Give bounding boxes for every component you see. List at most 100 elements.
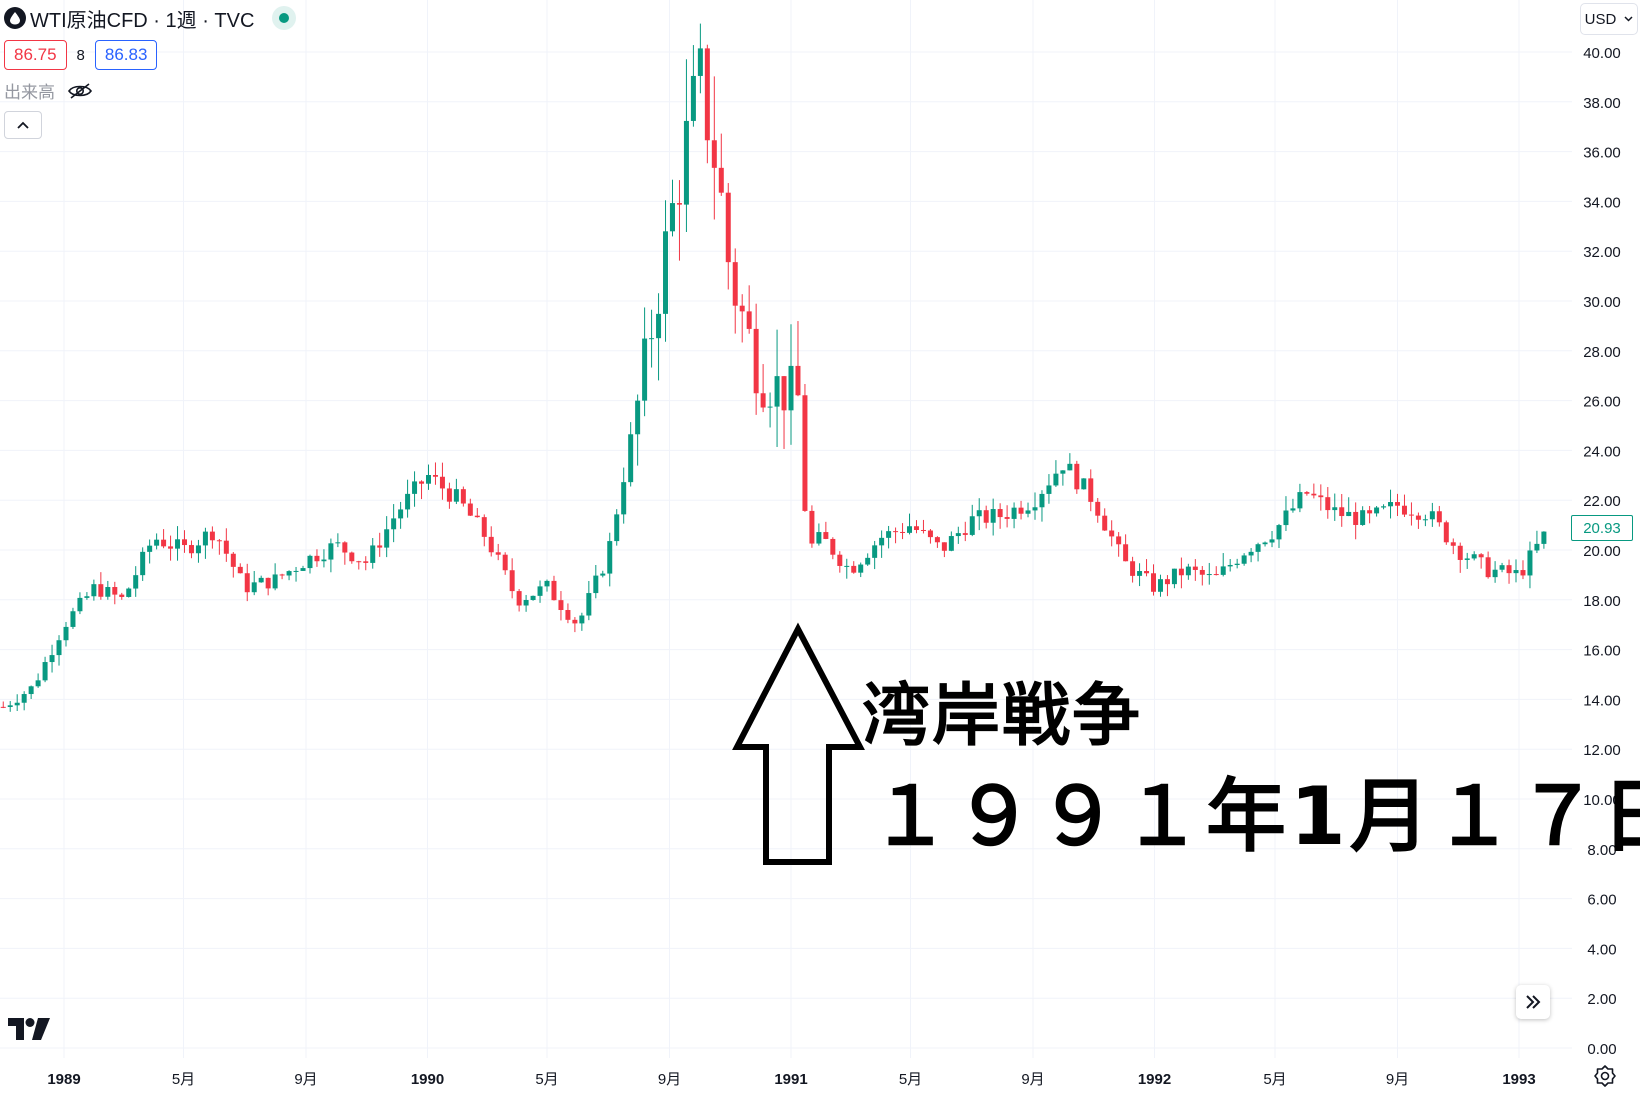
candle-body [1304,492,1309,494]
candle-body [782,376,787,410]
candle-body [635,401,640,435]
candle-body [384,529,389,547]
candle-body [545,581,550,586]
candle-body [224,541,229,554]
candle-body [1381,506,1386,507]
y-tick-label: 18.00 [1583,593,1621,610]
ask-price[interactable]: 86.83 [95,40,158,70]
y-tick-label: 20.00 [1583,543,1621,560]
candle-body [419,481,424,483]
tradingview-logo[interactable] [8,1018,50,1045]
candle-body [928,531,933,538]
x-tick-label: 5月 [535,1071,558,1088]
candle-body [210,532,215,541]
candle-body [691,76,696,121]
x-tick-label: 9月 [1386,1071,1409,1088]
x-tick-label: 5月 [1263,1071,1286,1088]
candle-body [1207,574,1212,575]
y-tick-label: 16.00 [1583,643,1621,660]
symbol-title: WTI原油CFD · 1週 · TVC [30,4,254,33]
candle-body [70,611,75,627]
volume-indicator-row: 出来高 [4,78,296,103]
candle-body [1158,579,1163,592]
candle-body [754,329,759,393]
candle-body [57,640,62,655]
candle-body [621,482,626,514]
candle-body [321,560,326,562]
price-axis[interactable]: 0.00 2.00 4.00 6.00 8.00 10.00 12.00 14.00 16.00… [1583,45,1621,1058]
candle-body [84,596,89,598]
y-tick-label: 40.00 [1583,45,1621,62]
candle-body [795,366,800,395]
candle-body [1451,542,1456,545]
x-tick-label: 5月 [172,1071,195,1088]
currency-selector[interactable]: USD [1580,3,1638,35]
symbol-title-row[interactable]: WTI原油CFD · 1週 · TVC [4,4,296,32]
chart-settings-button[interactable] [1594,1065,1616,1092]
candle-body [1214,574,1219,575]
y-tick-label: 2.00 [1587,991,1616,1008]
candle-body [119,595,124,597]
candle-body [1186,567,1191,576]
candle-body [259,578,264,582]
candle-body [600,574,605,576]
candle-body [1235,564,1240,565]
candle-body [231,554,236,567]
bid-price[interactable]: 86.75 [4,40,67,70]
time-axis[interactable]: 1989 5月 9月 1990 5月 9月 1991 5月 9月 1992 5月 9月 1993 [47,1071,1535,1088]
candle-body [126,589,131,597]
candle-body [398,509,403,518]
candle-body [1479,554,1484,557]
candle-body [168,546,173,548]
candle-body [307,556,312,568]
x-tick-label: 9月 [1021,1071,1044,1088]
candle-body [531,596,536,600]
scroll-to-realtime-button[interactable] [1516,985,1550,1019]
x-tick-label: 1993 [1502,1071,1535,1088]
candle-body [670,203,675,231]
y-tick-label: 4.00 [1587,941,1616,958]
candle-body [8,705,13,707]
candle-body [189,545,194,553]
candle-body [182,539,187,545]
candle-body [433,475,438,477]
candle-body [1534,544,1539,551]
candle-body [1088,478,1093,501]
candle-body [238,567,243,573]
last-price-label: 20.93 [1571,515,1633,541]
market-status-icon[interactable] [272,6,296,30]
candle-body [761,393,766,407]
x-tick-label: 1991 [774,1071,807,1088]
candle-body [349,553,354,562]
x-tick-label: 9月 [658,1071,681,1088]
collapse-legend-button[interactable] [4,111,42,139]
chevron-up-icon [17,121,29,129]
candle-body [245,573,250,592]
candle-body [454,489,459,502]
eye-hidden-icon[interactable] [67,82,93,100]
candle-body [586,593,591,615]
candle-body [1276,525,1281,539]
candle-body [886,531,891,538]
candle-body [1053,474,1058,486]
candle-body [1507,565,1512,573]
candle-body [1311,494,1316,496]
candle-body [858,565,863,573]
candle-body [1283,511,1288,526]
candle-body [1423,519,1428,520]
candle-body [712,140,717,168]
candle-body [133,575,138,588]
y-tick-label: 38.00 [1583,95,1621,112]
candle-body [1074,464,1079,489]
candle-body [789,366,794,410]
candle-body [677,203,682,205]
candle-body [105,587,110,597]
candle-body [1493,570,1498,577]
candle-body [370,545,375,562]
candle-body [614,514,619,541]
x-tick-label: 1990 [411,1071,444,1088]
candle-body [733,262,738,306]
candle-body [517,591,522,605]
candle-body [475,516,480,517]
